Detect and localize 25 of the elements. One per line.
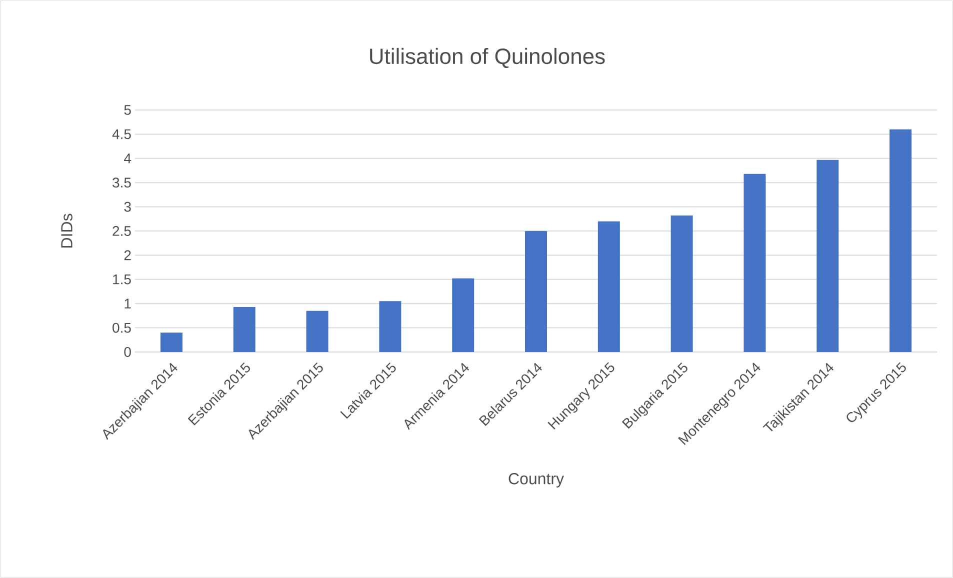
y-tick-label: 5 <box>124 105 131 115</box>
bar <box>452 278 474 352</box>
y-axis-title: DIDs <box>61 214 72 248</box>
y-tick-label: 3 <box>124 202 131 212</box>
bar <box>744 174 766 352</box>
bar <box>233 306 256 352</box>
bar <box>670 216 693 352</box>
bar <box>525 230 548 352</box>
y-tick-label: 0.5 <box>112 322 131 333</box>
y-tick-label: 4 <box>124 154 132 164</box>
y-tick-label: 1.5 <box>113 274 131 284</box>
bar <box>598 221 620 352</box>
chart-title: Utilisation of Quinolones <box>370 48 605 68</box>
y-tick-label: 3.5 <box>112 178 131 188</box>
bar <box>306 310 328 352</box>
y-tick-label: 1 <box>124 298 131 308</box>
bar <box>890 129 912 352</box>
bar <box>160 332 182 352</box>
y-tick-label: 2 <box>124 250 131 260</box>
bar <box>379 301 402 352</box>
x-axis-title: Country <box>508 473 564 488</box>
y-tick-label: 0 <box>124 347 131 357</box>
bar <box>816 160 839 352</box>
y-tick-label: 4.5 <box>112 129 131 140</box>
y-tick-label: 2.5 <box>112 226 131 236</box>
